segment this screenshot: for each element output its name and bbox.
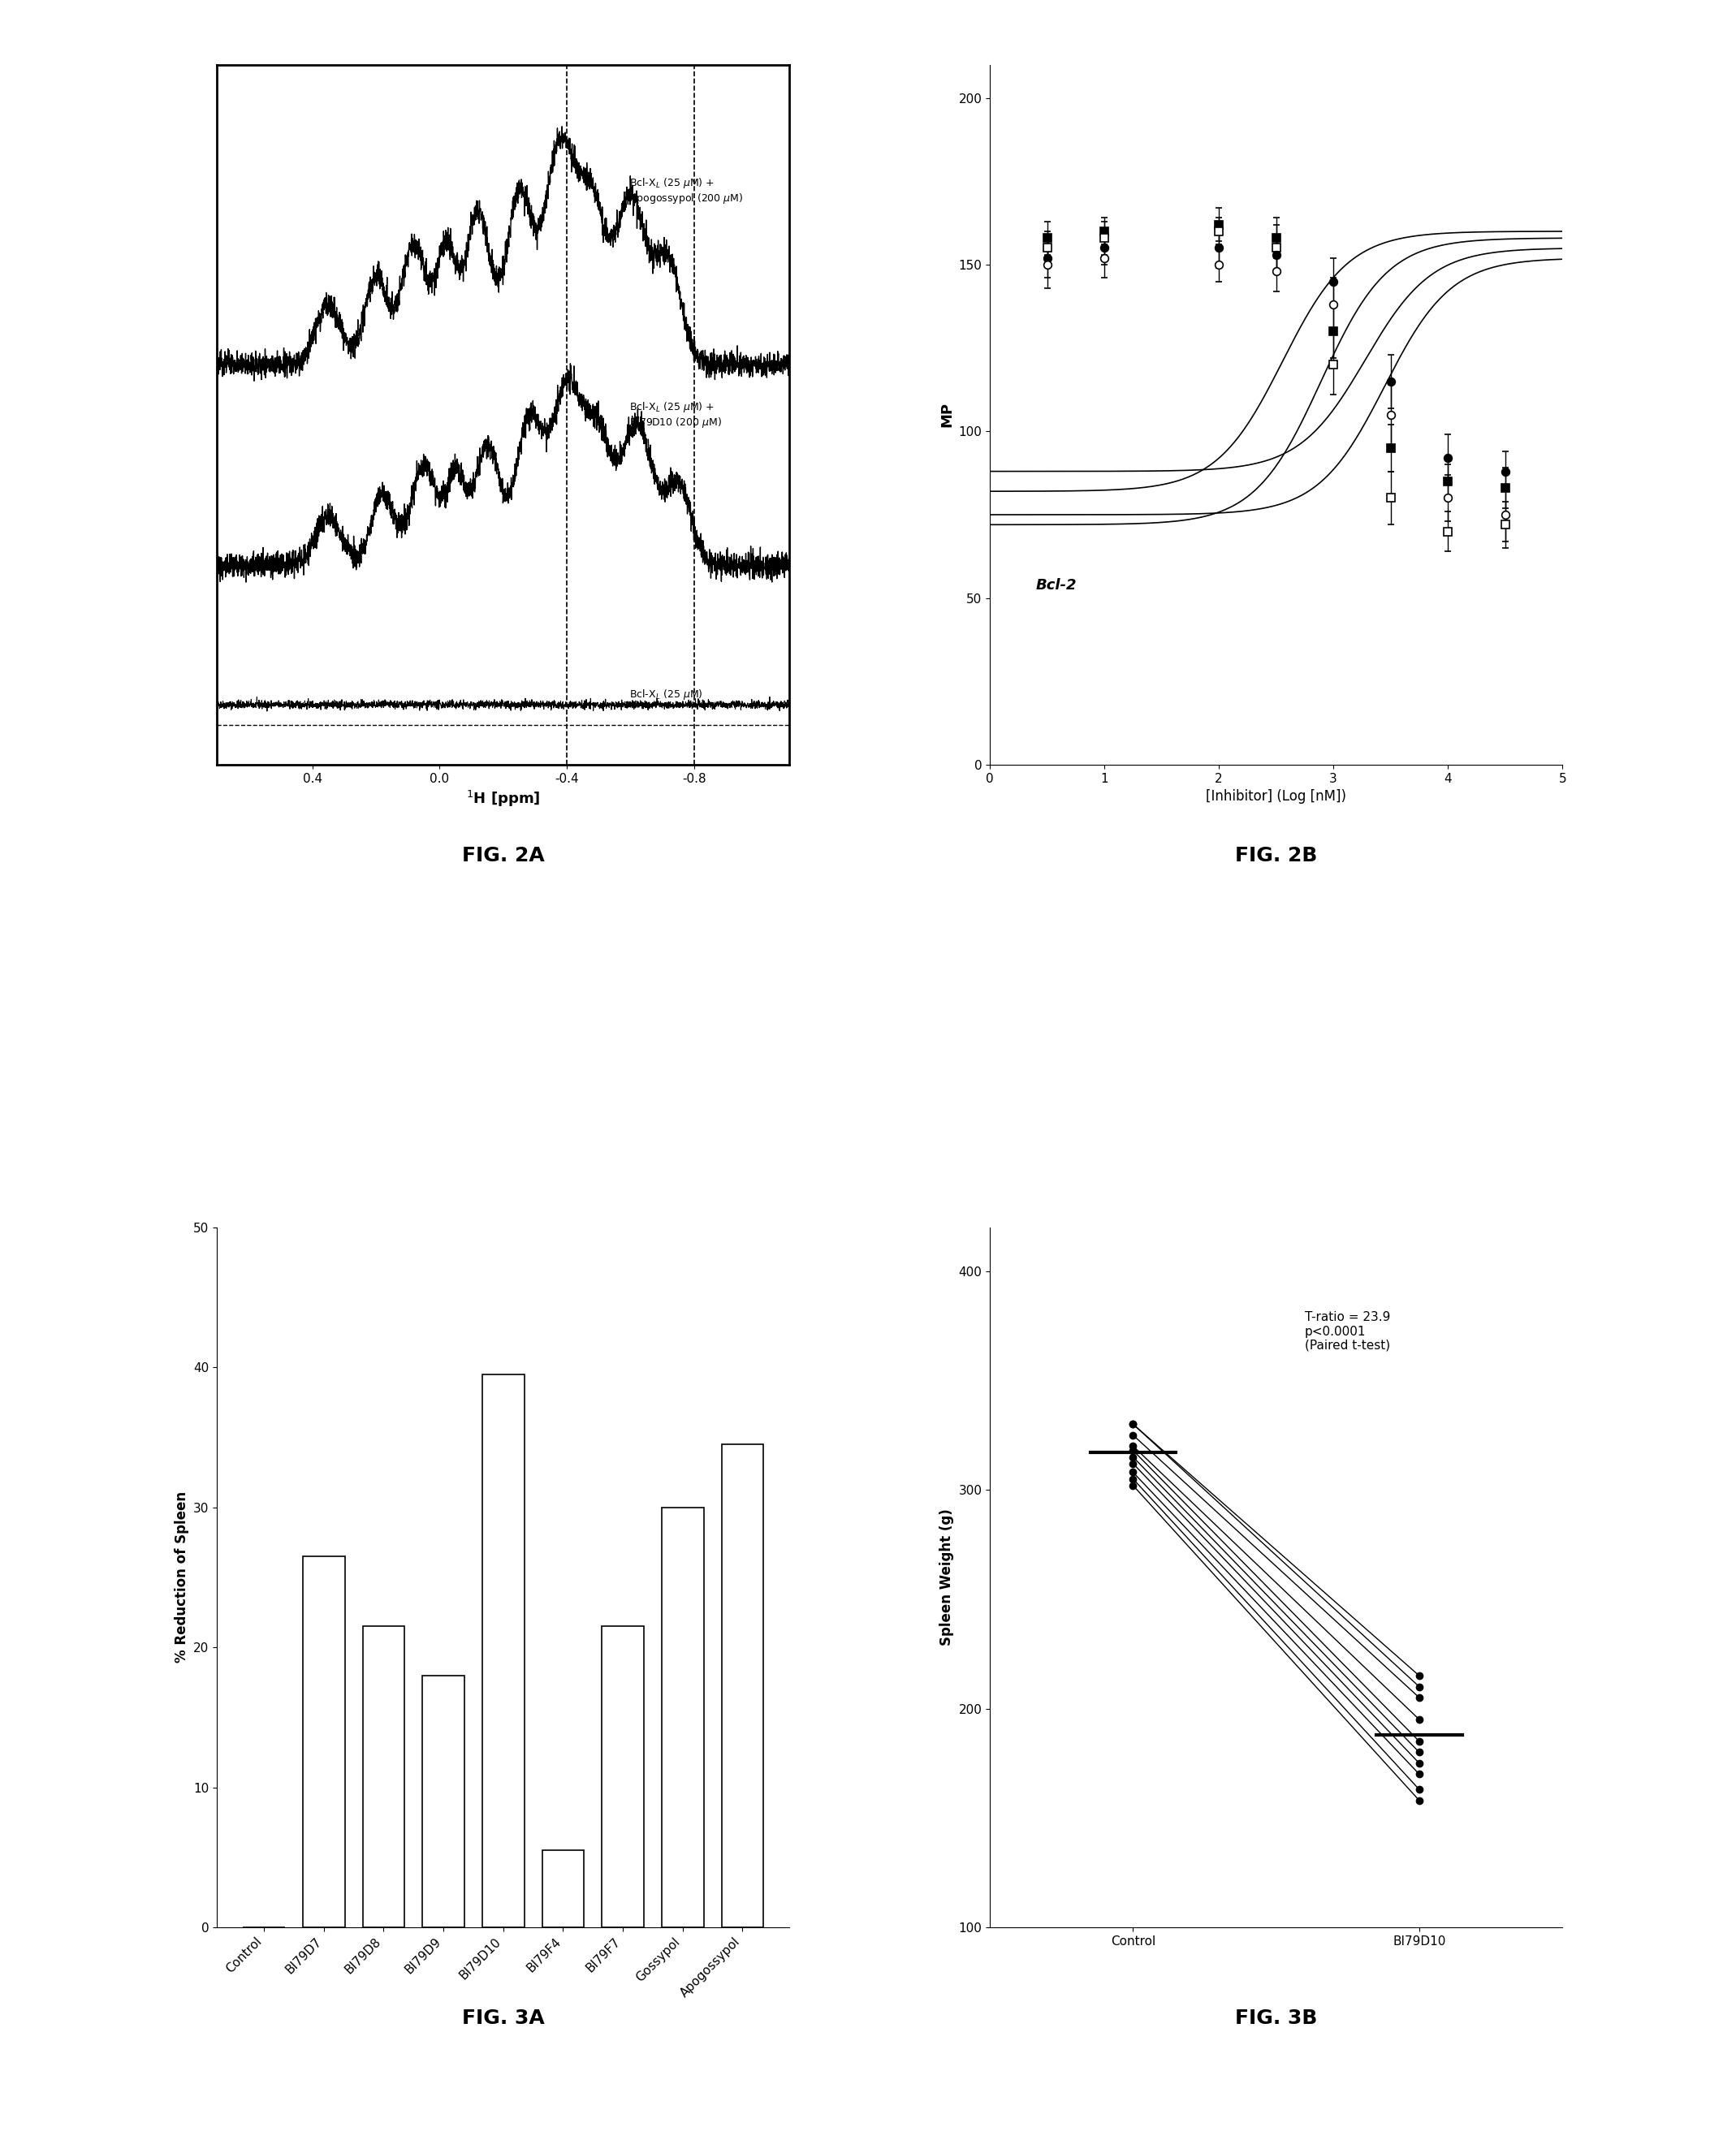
Y-axis label: MP: MP bbox=[939, 403, 955, 426]
Y-axis label: Spleen Weight (g): Spleen Weight (g) bbox=[939, 1509, 955, 1645]
Bar bbox=[602, 1626, 644, 1927]
Text: FIG. 2B: FIG. 2B bbox=[1234, 846, 1318, 866]
Bar bbox=[661, 1507, 703, 1927]
Bar bbox=[542, 1849, 583, 1927]
Text: FIG. 3B: FIG. 3B bbox=[1234, 2009, 1318, 2028]
Text: T-ratio = 23.9
p<0.0001
(Paired t-test): T-ratio = 23.9 p<0.0001 (Paired t-test) bbox=[1305, 1311, 1391, 1352]
Bar bbox=[302, 1557, 345, 1927]
Bar bbox=[722, 1445, 764, 1927]
Y-axis label: % Reduction of Spleen: % Reduction of Spleen bbox=[174, 1492, 189, 1662]
Text: FIG. 3A: FIG. 3A bbox=[462, 2009, 545, 2028]
Text: FIG. 2A: FIG. 2A bbox=[462, 846, 545, 866]
X-axis label: [Inhibitor] (Log [nM]): [Inhibitor] (Log [nM]) bbox=[1207, 790, 1347, 803]
Bar bbox=[483, 1374, 524, 1927]
Bar bbox=[363, 1626, 404, 1927]
Text: Bcl-2: Bcl-2 bbox=[1036, 579, 1076, 592]
Text: Bcl-X$_L$ (25 $\mu$M): Bcl-X$_L$ (25 $\mu$M) bbox=[628, 687, 703, 702]
Bar bbox=[422, 1675, 464, 1927]
Text: Bcl-X$_L$ (25 $\mu$M) +
Apogossypol (200 $\mu$M): Bcl-X$_L$ (25 $\mu$M) + Apogossypol (200… bbox=[628, 177, 743, 205]
Text: Bcl-X$_L$ (25 $\mu$M) +
BI79D10 (200 $\mu$M): Bcl-X$_L$ (25 $\mu$M) + BI79D10 (200 $\m… bbox=[628, 400, 722, 428]
X-axis label: $^{1}$H [ppm]: $^{1}$H [ppm] bbox=[467, 790, 540, 810]
